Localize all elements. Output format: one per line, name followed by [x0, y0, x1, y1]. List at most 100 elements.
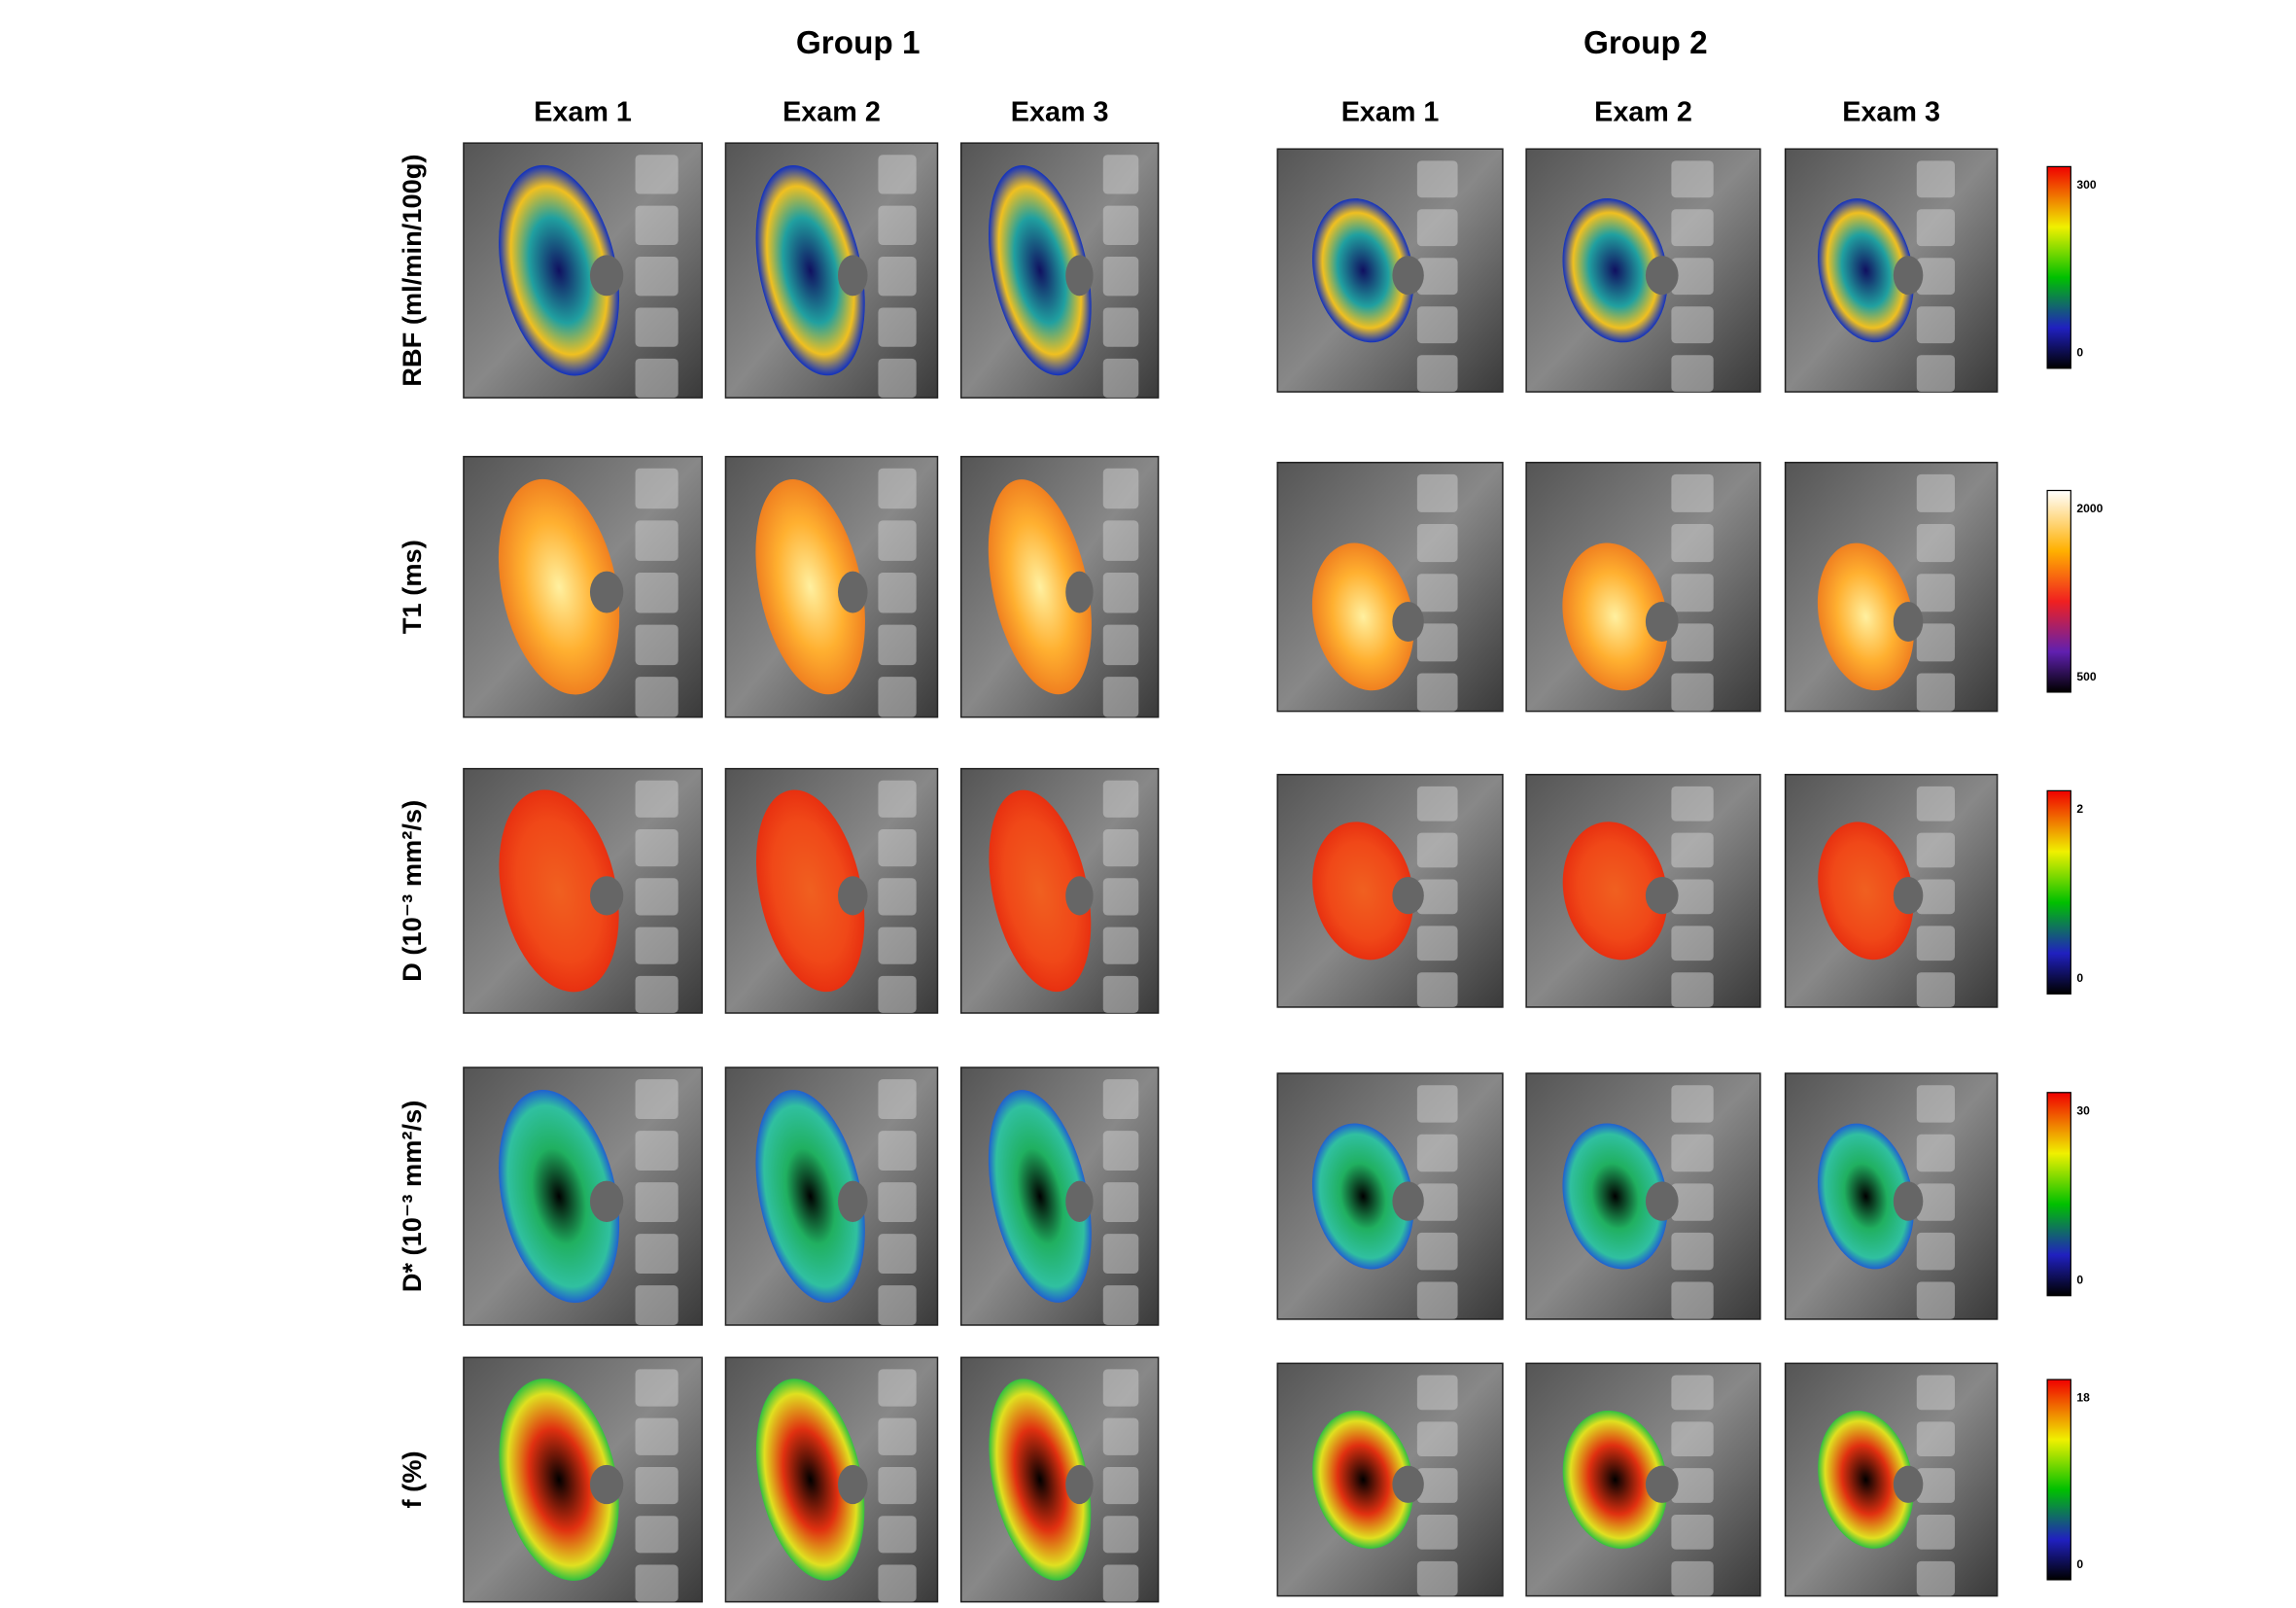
spine-segment	[1102, 780, 1139, 818]
kidney	[1817, 542, 1915, 691]
mri-image	[959, 455, 1160, 718]
kidney	[1562, 198, 1668, 343]
mri-image	[463, 1066, 703, 1326]
spine-segment	[1671, 574, 1714, 612]
spine-segment	[1916, 1375, 1956, 1411]
spine-segment	[1416, 623, 1458, 662]
colorbar	[2046, 489, 2071, 693]
spine-segment	[1916, 972, 1956, 1007]
spine-segment	[635, 1369, 678, 1407]
spine-segment	[1671, 1468, 1714, 1503]
spine-segment	[1416, 355, 1458, 393]
mri-image	[1525, 773, 1761, 1008]
spine-segment	[878, 1182, 917, 1223]
kidney-hilum	[1645, 876, 1679, 915]
spine-segment	[1916, 1468, 1956, 1503]
mri-image	[959, 142, 1160, 399]
spine-segment	[1102, 1285, 1139, 1325]
colorbar-max: 2	[2076, 802, 2083, 816]
mri-image	[1276, 1362, 1504, 1597]
spine-segment	[1102, 572, 1139, 613]
spine-segment	[1416, 1183, 1458, 1221]
spine-segment	[1416, 1281, 1458, 1319]
spine-segment	[1102, 1369, 1139, 1407]
spine-segment	[1416, 879, 1458, 915]
kidney	[755, 479, 865, 695]
mri-image	[1525, 1072, 1761, 1320]
spine-segment	[1102, 205, 1139, 245]
kidney	[1311, 542, 1414, 691]
mri-image	[1784, 1072, 1999, 1320]
mri-image	[1525, 148, 1761, 393]
kidney-hilum	[1893, 1181, 1924, 1221]
mri-image	[1276, 148, 1504, 393]
exam-label: Exam 3	[1842, 96, 1940, 127]
kidney	[1818, 1411, 1914, 1549]
spine-segment	[878, 1516, 917, 1554]
kidney-hilum	[1645, 1181, 1679, 1221]
spine-segment	[635, 468, 678, 509]
spine-segment	[1671, 1281, 1714, 1319]
spine-segment	[635, 878, 678, 916]
kidney	[988, 479, 1092, 695]
spine-segment	[1916, 258, 1956, 296]
spine-segment	[1416, 524, 1458, 563]
kidney-hilum	[1392, 602, 1424, 642]
spine-segment	[635, 1079, 678, 1120]
spine-segment	[635, 358, 678, 399]
colorbar-max: 2000	[2076, 502, 2103, 515]
kidney	[755, 164, 865, 376]
kidney-hilum	[589, 1464, 624, 1505]
mri-image	[463, 142, 703, 399]
kidney	[989, 165, 1092, 376]
spine-segment	[1671, 786, 1714, 821]
kidney	[1312, 821, 1414, 961]
kidney-hilum	[838, 571, 868, 613]
mri-image	[959, 1356, 1160, 1603]
spine-segment	[635, 257, 678, 297]
kidney	[755, 1090, 865, 1303]
spine-segment	[878, 307, 917, 347]
group-title: Group 1	[796, 25, 921, 61]
spine-segment	[1416, 786, 1458, 821]
kidney-hilum	[589, 571, 624, 613]
exam-label: Exam 1	[534, 96, 632, 127]
spine-segment	[1671, 1134, 1714, 1172]
colorbar-min: 500	[2076, 670, 2096, 683]
colorbar-max: 300	[2076, 178, 2096, 192]
spine-segment	[878, 1369, 917, 1407]
spine-segment	[1102, 358, 1139, 399]
kidney	[755, 789, 865, 993]
spine-segment	[635, 780, 678, 818]
spine-segment	[878, 1234, 917, 1274]
mri-image	[959, 767, 1160, 1014]
row-label: f (%)	[397, 1451, 427, 1508]
spine-segment	[1102, 520, 1139, 561]
spine-segment	[1416, 972, 1458, 1007]
spine-segment	[878, 1417, 917, 1455]
row-label: T1 (ms)	[397, 540, 427, 634]
mri-image	[1525, 1362, 1761, 1597]
kidney-hilum	[1065, 571, 1094, 613]
spine-segment	[1416, 1560, 1458, 1596]
kidney	[1562, 542, 1668, 691]
spine-segment	[1671, 926, 1714, 961]
spine-segment	[1671, 1515, 1714, 1550]
mri-image	[1276, 773, 1504, 1008]
mri-image	[1525, 461, 1761, 713]
spine-segment	[635, 624, 678, 666]
kidney-hilum	[1065, 1464, 1094, 1505]
spine-segment	[1102, 677, 1139, 717]
spine-segment	[1916, 473, 1956, 512]
exam-label: Exam 2	[1594, 96, 1692, 127]
spine-segment	[1671, 1232, 1714, 1271]
spine-segment	[1916, 879, 1956, 915]
colorbar-min: 0	[2076, 1274, 2083, 1287]
spine-segment	[1416, 574, 1458, 612]
spine-segment	[1916, 524, 1956, 563]
spine-segment	[878, 926, 917, 964]
spine-segment	[878, 257, 917, 297]
spine-segment	[1102, 1079, 1139, 1120]
spine-segment	[1671, 879, 1714, 915]
spine-segment	[878, 780, 917, 818]
